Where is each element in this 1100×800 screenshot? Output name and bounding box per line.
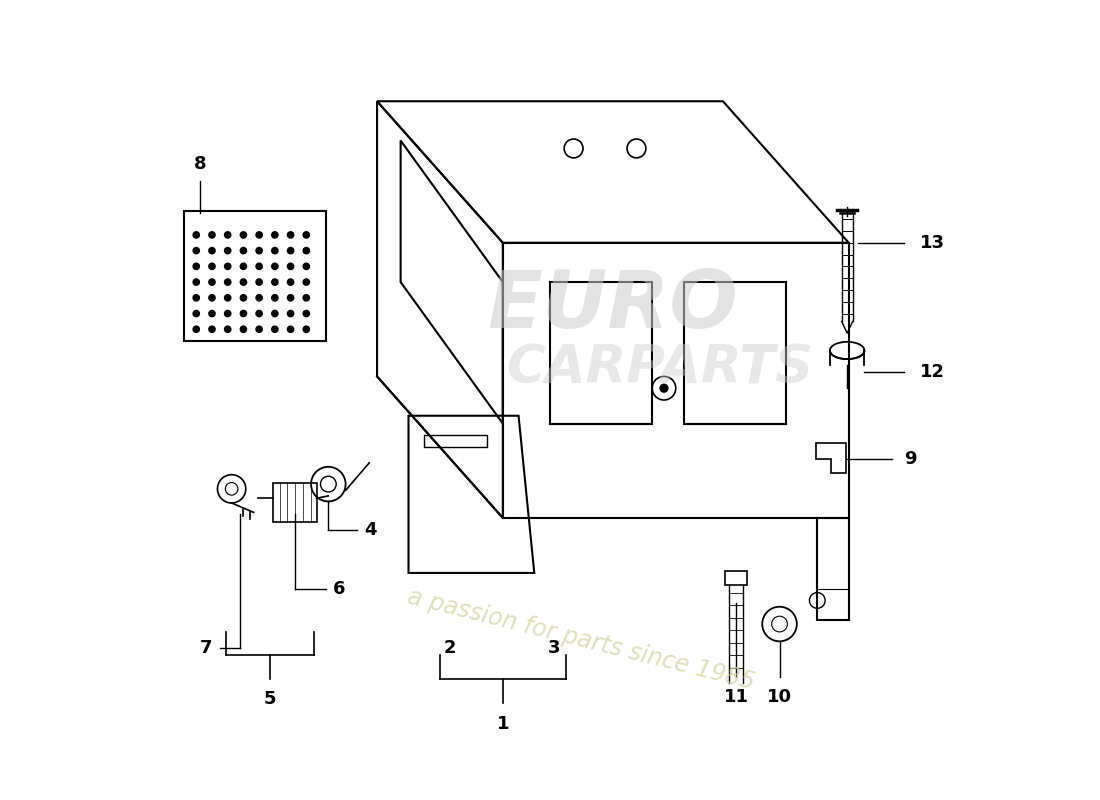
Circle shape (304, 310, 309, 317)
Circle shape (287, 247, 294, 254)
Text: 3: 3 (548, 638, 560, 657)
Circle shape (224, 263, 231, 270)
Circle shape (256, 263, 262, 270)
Circle shape (209, 294, 216, 301)
Circle shape (240, 310, 246, 317)
Circle shape (224, 247, 231, 254)
Text: 2: 2 (444, 638, 456, 657)
Circle shape (240, 279, 246, 286)
Bar (185, 211, 326, 341)
Circle shape (304, 263, 309, 270)
Text: 13: 13 (920, 234, 945, 252)
Text: 11: 11 (724, 688, 749, 706)
Bar (725, 570, 747, 585)
Circle shape (240, 294, 246, 301)
Circle shape (287, 310, 294, 317)
Circle shape (209, 326, 216, 332)
Circle shape (240, 232, 246, 238)
Text: 12: 12 (920, 363, 945, 382)
Circle shape (209, 232, 216, 238)
Circle shape (240, 247, 246, 254)
Text: 7: 7 (199, 638, 212, 657)
Circle shape (209, 263, 216, 270)
Circle shape (256, 279, 262, 286)
Circle shape (287, 279, 294, 286)
Circle shape (304, 232, 309, 238)
Circle shape (209, 310, 216, 317)
Circle shape (194, 247, 199, 254)
Text: 8: 8 (194, 155, 207, 173)
Circle shape (224, 279, 231, 286)
Circle shape (194, 263, 199, 270)
Bar (273, 482, 317, 522)
Circle shape (209, 279, 216, 286)
Circle shape (224, 310, 231, 317)
Text: EURO: EURO (487, 266, 738, 345)
Circle shape (287, 232, 294, 238)
Circle shape (194, 232, 199, 238)
Circle shape (272, 247, 278, 254)
Text: 1: 1 (496, 715, 509, 733)
Circle shape (256, 326, 262, 332)
Text: 9: 9 (904, 450, 916, 468)
Text: CARPARTS: CARPARTS (506, 342, 814, 394)
Circle shape (287, 294, 294, 301)
Circle shape (304, 247, 309, 254)
Circle shape (287, 263, 294, 270)
Circle shape (304, 294, 309, 301)
Circle shape (224, 294, 231, 301)
Circle shape (272, 294, 278, 301)
Circle shape (272, 310, 278, 317)
Circle shape (194, 279, 199, 286)
Bar (425, 434, 487, 447)
Circle shape (256, 247, 262, 254)
Circle shape (224, 326, 231, 332)
Text: 5: 5 (264, 690, 276, 708)
Circle shape (272, 263, 278, 270)
Text: 10: 10 (767, 688, 792, 706)
Circle shape (272, 326, 278, 332)
Circle shape (304, 279, 309, 286)
Circle shape (287, 326, 294, 332)
Circle shape (256, 294, 262, 301)
Circle shape (240, 326, 246, 332)
Text: a passion for parts since 1985: a passion for parts since 1985 (406, 585, 758, 694)
Circle shape (256, 232, 262, 238)
Circle shape (194, 294, 199, 301)
Circle shape (304, 326, 309, 332)
Text: 4: 4 (364, 521, 377, 538)
Circle shape (240, 263, 246, 270)
Circle shape (194, 326, 199, 332)
Circle shape (272, 232, 278, 238)
Circle shape (224, 232, 231, 238)
Circle shape (660, 384, 668, 392)
Circle shape (209, 247, 216, 254)
Circle shape (256, 310, 262, 317)
Circle shape (272, 279, 278, 286)
Text: 6: 6 (333, 580, 345, 598)
Circle shape (194, 310, 199, 317)
